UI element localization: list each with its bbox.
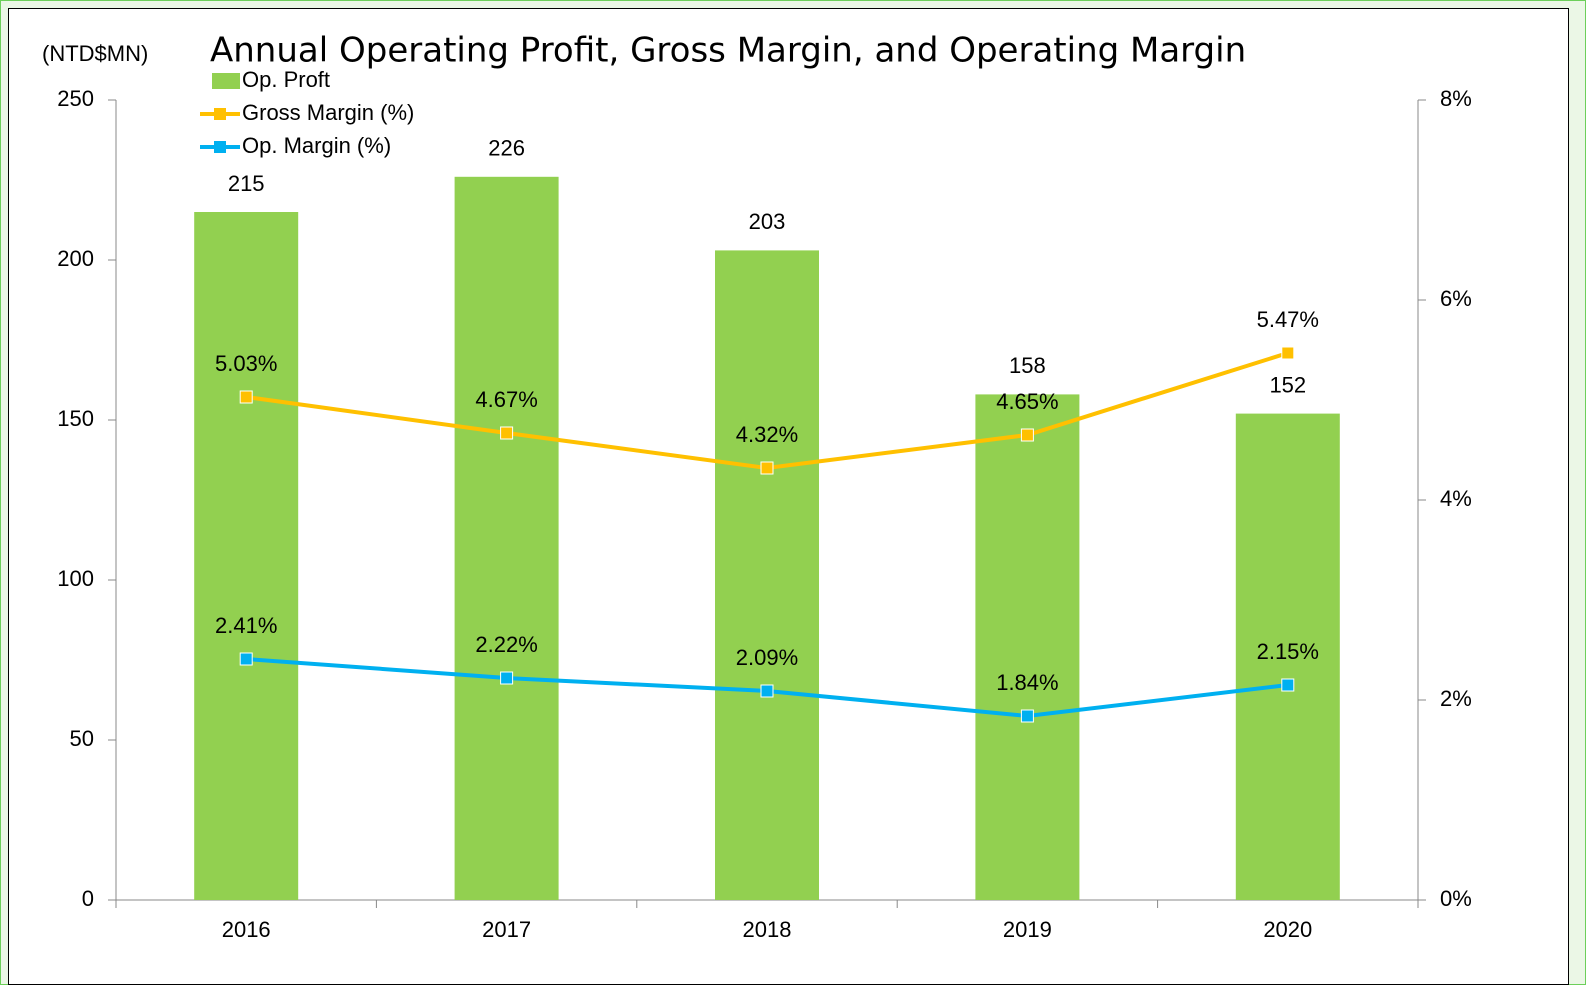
line-marker [500,671,514,685]
chart-title: Annual Operating Profit, Gross Margin, a… [210,31,1246,71]
legend-swatch-marker [214,141,226,153]
bar [975,394,1080,900]
line-marker [239,652,253,666]
line-marker [239,390,253,404]
bar-value-label: 152 [1269,372,1306,397]
y2-tick-label: 4% [1440,486,1472,511]
line-value-label: 4.65% [996,389,1058,414]
y-tick-label: 50 [70,726,94,751]
y-tick-label: 250 [57,86,94,111]
line-value-label: 5.47% [1257,307,1319,332]
bar [715,250,819,900]
x-tick-label: 2016 [222,917,271,942]
legend-swatch-marker [214,108,226,120]
x-tick-label: 2020 [1263,917,1312,942]
y2-tick-label: 8% [1440,86,1472,111]
y-tick-label: 150 [57,406,94,431]
bar-value-label: 215 [228,171,265,196]
bar-value-label: 226 [488,136,525,161]
y2-tick-label: 6% [1440,286,1472,311]
legend-label: Op. Proft [242,67,330,92]
line-value-label: 1.84% [996,670,1058,695]
bar [454,176,559,901]
line-marker [1281,346,1295,360]
x-tick-label: 2019 [1003,917,1052,942]
bar [1235,413,1340,900]
bar-value-label: 203 [749,209,786,234]
bar-value-label: 158 [1009,353,1046,378]
line-marker [1281,678,1295,692]
y2-tick-label: 0% [1440,886,1472,911]
line-value-label: 2.41% [215,613,277,638]
x-tick-label: 2017 [482,917,531,942]
y-tick-label: 200 [57,246,94,271]
y2-tick-label: 2% [1440,686,1472,711]
line-value-label: 5.03% [215,351,277,376]
line-value-label: 2.09% [736,645,798,670]
line-value-label: 2.22% [475,632,537,657]
legend-swatch [212,73,240,89]
line-marker [500,426,514,440]
x-tick-label: 2018 [743,917,792,942]
line-value-label: 4.67% [475,387,537,412]
legend-label: Gross Margin (%) [242,100,414,125]
y-tick-label: 100 [57,566,94,591]
line-marker [1020,428,1034,442]
line-value-label: 4.32% [736,422,798,447]
legend-label: Op. Margin (%) [242,133,391,158]
line-marker [760,684,774,698]
bar [194,212,299,900]
line-value-label: 2.15% [1257,639,1319,664]
line-marker [1020,709,1034,723]
y-tick-label: 0 [82,886,94,911]
line-marker [760,461,774,475]
y-axis-label: (NTD$MN) [42,41,148,66]
